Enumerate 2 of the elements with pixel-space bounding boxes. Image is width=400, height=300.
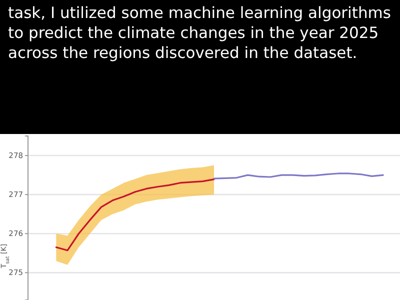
line-series bbox=[55, 178, 215, 252]
chart-title: task, I utilized some machine learning algorithms to predict the climate changes in the year 2025 across the regions discovered in the dataset. bbox=[8, 4, 391, 62]
